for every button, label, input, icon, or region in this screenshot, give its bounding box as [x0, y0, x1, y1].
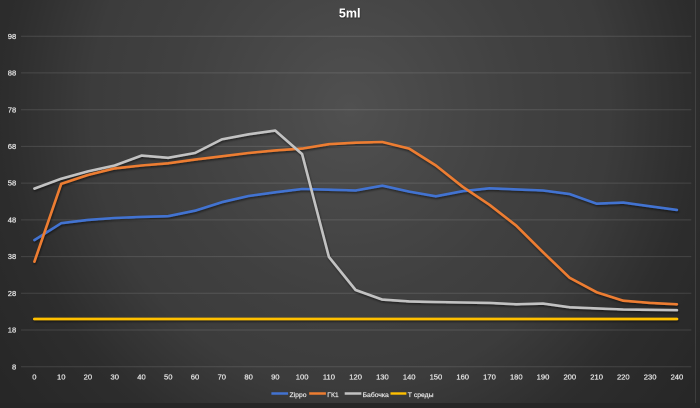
- svg-text:240: 240: [671, 373, 684, 382]
- svg-text:58: 58: [8, 179, 16, 188]
- svg-text:170: 170: [483, 373, 496, 382]
- svg-text:140: 140: [403, 373, 416, 382]
- svg-text:20: 20: [84, 373, 92, 382]
- svg-text:160: 160: [456, 373, 469, 382]
- svg-text:40: 40: [137, 373, 145, 382]
- svg-text:ГК1: ГК1: [327, 392, 339, 399]
- svg-text:120: 120: [349, 373, 362, 382]
- svg-text:130: 130: [376, 373, 389, 382]
- svg-text:180: 180: [510, 373, 523, 382]
- svg-text:30: 30: [110, 373, 118, 382]
- svg-text:10: 10: [57, 373, 65, 382]
- svg-text:90: 90: [271, 373, 279, 382]
- svg-text:18: 18: [8, 326, 16, 335]
- svg-text:100: 100: [296, 373, 309, 382]
- svg-text:68: 68: [8, 142, 16, 151]
- svg-text:60: 60: [191, 373, 199, 382]
- svg-text:8: 8: [12, 362, 16, 371]
- svg-text:220: 220: [617, 373, 630, 382]
- svg-text:28: 28: [8, 289, 16, 298]
- svg-text:78: 78: [8, 105, 16, 114]
- svg-text:110: 110: [323, 373, 335, 382]
- svg-text:230: 230: [644, 373, 657, 382]
- svg-text:88: 88: [8, 69, 16, 78]
- svg-text:38: 38: [8, 252, 16, 261]
- svg-text:210: 210: [590, 373, 603, 382]
- svg-text:0: 0: [32, 373, 36, 382]
- svg-text:5ml: 5ml: [339, 7, 361, 21]
- svg-text:200: 200: [563, 373, 576, 382]
- svg-text:Т среды: Т среды: [408, 392, 434, 399]
- svg-text:48: 48: [8, 216, 16, 225]
- svg-text:80: 80: [244, 373, 252, 382]
- svg-text:Бабочка: Бабочка: [363, 391, 389, 399]
- svg-text:98: 98: [8, 32, 16, 41]
- svg-text:190: 190: [537, 373, 550, 382]
- svg-text:Zippo: Zippo: [290, 392, 307, 399]
- svg-text:70: 70: [218, 373, 226, 382]
- svg-text:50: 50: [164, 373, 172, 382]
- svg-text:150: 150: [430, 373, 443, 382]
